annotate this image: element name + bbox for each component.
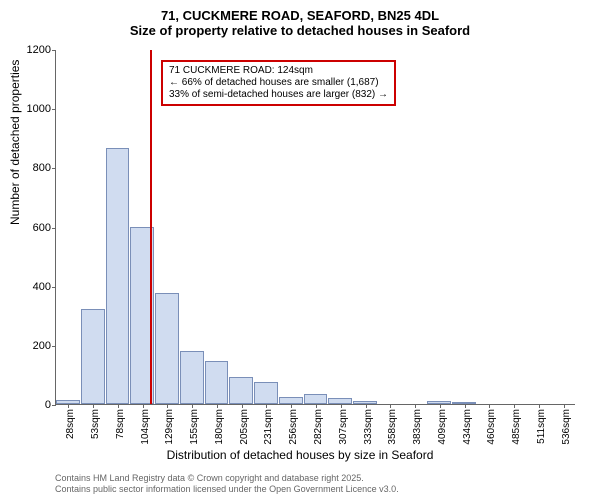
x-tick-label: 205sqm — [239, 409, 250, 445]
x-tick-mark — [242, 404, 243, 408]
x-tick-mark — [539, 404, 540, 408]
x-tick-mark — [143, 404, 144, 408]
x-tick-label: 231sqm — [263, 409, 274, 445]
x-tick-mark — [118, 404, 119, 408]
x-tick-label: 434sqm — [462, 409, 473, 445]
x-tick-mark — [514, 404, 515, 408]
chart-plot-area: 02004006008001000120028sqm53sqm78sqm104s… — [55, 50, 575, 405]
histogram-bar — [205, 361, 229, 404]
x-tick-label: 78sqm — [115, 409, 126, 439]
x-tick-label: 511sqm — [536, 409, 547, 444]
x-tick-label: 333sqm — [363, 409, 374, 445]
y-axis-label: Number of detached properties — [8, 60, 22, 225]
x-tick-label: 383sqm — [412, 409, 423, 445]
histogram-bar — [106, 148, 130, 404]
annotation-line: ← 66% of detached houses are smaller (1,… — [169, 77, 388, 89]
x-tick-mark — [266, 404, 267, 408]
footer-attribution: Contains HM Land Registry data © Crown c… — [55, 473, 399, 495]
x-tick-label: 104sqm — [140, 409, 151, 445]
x-tick-label: 358sqm — [387, 409, 398, 445]
x-tick-label: 282sqm — [313, 409, 324, 445]
y-tick-mark — [52, 405, 56, 406]
y-tick-mark — [52, 109, 56, 110]
x-tick-mark — [291, 404, 292, 408]
histogram-bar — [81, 309, 105, 404]
x-tick-label: 536sqm — [561, 409, 572, 445]
x-tick-mark — [167, 404, 168, 408]
title-subtitle: Size of property relative to detached ho… — [0, 23, 600, 38]
x-tick-mark — [192, 404, 193, 408]
histogram-bar — [254, 382, 278, 404]
x-tick-mark — [489, 404, 490, 408]
x-tick-label: 409sqm — [437, 409, 448, 445]
annotation-header: 71 CUCKMERE ROAD: 124sqm — [169, 65, 388, 77]
histogram-bar — [304, 394, 328, 404]
x-tick-label: 256sqm — [288, 409, 299, 445]
y-tick-mark — [52, 168, 56, 169]
x-tick-mark — [341, 404, 342, 408]
y-tick-mark — [52, 287, 56, 288]
histogram-bar — [155, 293, 179, 404]
x-tick-mark — [440, 404, 441, 408]
footer-line2: Contains public sector information licen… — [55, 484, 399, 495]
property-marker-line — [150, 50, 152, 404]
x-tick-label: 53sqm — [90, 409, 101, 439]
x-axis-label: Distribution of detached houses by size … — [0, 448, 600, 462]
x-tick-mark — [217, 404, 218, 408]
x-tick-mark — [68, 404, 69, 408]
footer-line1: Contains HM Land Registry data © Crown c… — [55, 473, 399, 484]
x-tick-label: 155sqm — [189, 409, 200, 445]
annotation-callout: 71 CUCKMERE ROAD: 124sqm← 66% of detache… — [161, 60, 396, 106]
x-tick-label: 307sqm — [338, 409, 349, 445]
x-tick-label: 129sqm — [164, 409, 175, 445]
x-tick-mark — [415, 404, 416, 408]
x-tick-label: 28sqm — [65, 409, 76, 439]
title-address: 71, CUCKMERE ROAD, SEAFORD, BN25 4DL — [0, 8, 600, 23]
x-tick-label: 485sqm — [511, 409, 522, 445]
x-tick-mark — [465, 404, 466, 408]
chart-title-block: 71, CUCKMERE ROAD, SEAFORD, BN25 4DL Siz… — [0, 0, 600, 38]
x-tick-label: 460sqm — [486, 409, 497, 445]
histogram-bar — [229, 377, 253, 404]
y-tick-mark — [52, 228, 56, 229]
x-tick-label: 180sqm — [214, 409, 225, 445]
x-tick-mark — [390, 404, 391, 408]
y-tick-mark — [52, 346, 56, 347]
annotation-line: 33% of semi-detached houses are larger (… — [169, 89, 388, 101]
y-tick-mark — [52, 50, 56, 51]
x-tick-mark — [93, 404, 94, 408]
x-tick-mark — [366, 404, 367, 408]
histogram-bar — [180, 351, 204, 404]
x-tick-mark — [564, 404, 565, 408]
x-tick-mark — [316, 404, 317, 408]
histogram-bar — [279, 397, 303, 404]
